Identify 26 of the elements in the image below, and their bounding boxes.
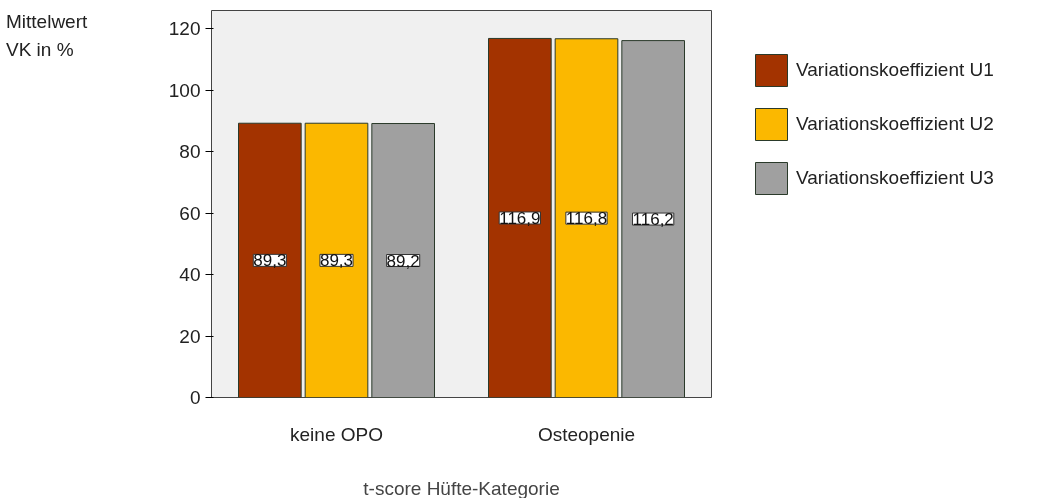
data-label: 89,2 <box>386 251 420 271</box>
y-tick-label: 0 <box>189 387 201 408</box>
legend-label: Variationskoeffizient U1 <box>796 59 994 81</box>
y-tick-label: 60 <box>179 202 201 224</box>
y-tick-label: 80 <box>179 141 201 163</box>
legend-label: Variationskoeffizient U2 <box>796 113 994 135</box>
data-label: 116,2 <box>632 210 674 230</box>
data-label: 116,9 <box>499 208 541 228</box>
data-label: 89,3 <box>253 251 287 271</box>
y-tick-label: 100 <box>168 79 201 101</box>
bar <box>238 122 302 398</box>
y-axis-title: Mittelwert VK in % <box>6 10 88 62</box>
legend-label: Variationskoeffizient U3 <box>796 167 994 189</box>
x-tick-label: keine OPO <box>290 423 383 445</box>
x-tick-label: Osteopenie <box>537 423 636 445</box>
data-label: 116,8 <box>565 209 608 229</box>
bar <box>621 40 685 398</box>
y-tick-label: 40 <box>179 264 201 286</box>
y-tick-label: 20 <box>179 325 201 347</box>
bar <box>554 38 619 398</box>
bar <box>304 122 369 398</box>
data-label: 89,3 <box>319 251 354 271</box>
bar <box>371 123 435 398</box>
x-axis-title: t-score Hüfte-Kategorie <box>363 477 560 498</box>
bar <box>488 37 552 398</box>
y-tick-label: 120 <box>168 18 201 40</box>
